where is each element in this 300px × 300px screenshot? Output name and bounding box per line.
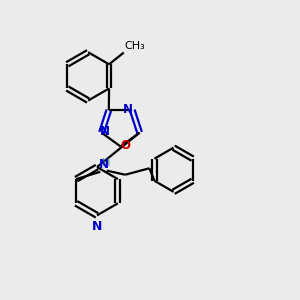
Text: N: N bbox=[123, 103, 133, 116]
Text: N: N bbox=[92, 220, 102, 233]
Text: N: N bbox=[100, 125, 110, 138]
Text: N: N bbox=[99, 158, 109, 171]
Text: H: H bbox=[102, 158, 110, 168]
Text: O: O bbox=[121, 140, 131, 152]
Text: CH₃: CH₃ bbox=[125, 41, 146, 51]
